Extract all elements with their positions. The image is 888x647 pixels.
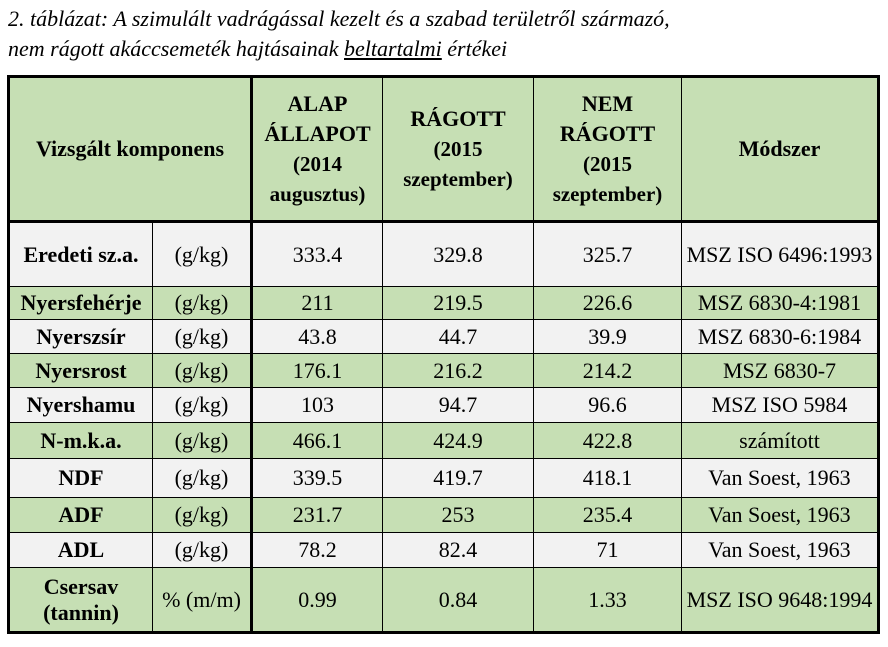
method-cell: MSZ 6830-6:1984: [681, 319, 879, 354]
table-row: Nyershamu (g/kg) 103 94.7 96.6 MSZ ISO 5984: [8, 387, 879, 423]
header-method: Módszer: [681, 76, 879, 222]
table-row: Csersav (tannin)% (m/m) 0.99 0.84 1.33 MSZ I…: [8, 567, 879, 633]
header-nem-ragott-line: szeptember): [552, 182, 663, 206]
nem-ragott-value: 418.1: [533, 458, 682, 498]
caption-line-2-start: nem rágott akáccsemeték hajtásainak: [8, 36, 345, 61]
method-cell: MSZ 6830-4:1981: [681, 286, 879, 320]
alap-value: 339.5: [250, 458, 383, 498]
ragott-value: 253: [382, 497, 534, 533]
alap-value: 176.1: [250, 353, 383, 388]
table-row: Nyersrost (g/kg) 176.1 216.2 214.2 MSZ 6830-7: [8, 353, 879, 388]
component-name: Eredeti sz.a.: [8, 220, 153, 287]
component-name: Nyerszsír: [8, 319, 153, 354]
unit-cell: (g/kg): [152, 220, 252, 287]
ragott-value: 216.2: [382, 353, 534, 388]
nem-ragott-value: 422.8: [533, 422, 682, 459]
header-alap-line: (2014: [293, 152, 342, 176]
alap-value: 43.8: [250, 319, 383, 354]
unit-cell: (g/kg): [152, 319, 252, 354]
header-alap-line: augusztus): [269, 182, 366, 206]
nem-ragott-value: 71: [533, 532, 682, 568]
nem-ragott-value: 325.7: [533, 220, 682, 287]
ragott-value: 419.7: [382, 458, 534, 498]
header-alap: ALAP ÁLLAPOT (2014 augusztus): [250, 76, 383, 222]
ragott-value: 219.5: [382, 286, 534, 320]
method-cell: számított: [681, 422, 879, 459]
unit-cell: (g/kg): [152, 532, 252, 568]
unit-cell: % (m/m): [152, 567, 252, 633]
table-row: ADF (g/kg) 231.7 253 235.4 Van Soest, 1963: [8, 497, 879, 533]
component-name: N-m.k.a.: [8, 422, 153, 459]
alap-value: 231.7: [250, 497, 383, 533]
ragott-value: 82.4: [382, 532, 534, 568]
nem-ragott-value: 226.6: [533, 286, 682, 320]
table-row: Eredeti sz.a. (g/kg) 333.4 329.8 325.7 MSZ IS…: [8, 220, 879, 287]
unit-cell: (g/kg): [152, 422, 252, 459]
ragott-value: 94.7: [382, 387, 534, 423]
header-ragott-line: (2015: [433, 137, 483, 161]
table-row: ADL (g/kg) 78.2 82.4 71 Van Soest, 1963: [8, 532, 879, 568]
header-nem-ragott-line: (2015: [583, 152, 632, 176]
table-row: Nyersfehérje (g/kg) 211 219.5 226.6 MSZ 6830-…: [8, 286, 879, 320]
caption-line-2-end: értékei: [441, 36, 508, 61]
ragott-value: 44.7: [382, 319, 534, 354]
component-name: Nyershamu: [8, 387, 153, 423]
header-ragott-line: szeptember): [403, 167, 513, 191]
method-cell: Van Soest, 1963: [681, 532, 879, 568]
nem-ragott-value: 214.2: [533, 353, 682, 388]
header-component: Vizsgált komponens: [8, 76, 252, 222]
component-name: ADF: [8, 497, 153, 533]
unit-cell: (g/kg): [152, 458, 252, 498]
table-row: Nyerszsír (g/kg) 43.8 44.7 39.9 MSZ 6830-6:19…: [8, 319, 879, 354]
table-body: Eredeti sz.a. (g/kg) 333.4 329.8 325.7 MSZ IS…: [8, 220, 879, 633]
header-alap-line: ALAP: [287, 91, 348, 116]
method-cell: MSZ 6830-7: [681, 353, 879, 388]
table-row: N-m.k.a. (g/kg) 466.1 424.9 422.8 számított: [8, 422, 879, 459]
table-caption: 2. táblázat: A szimulált vadrágással kez…: [8, 4, 884, 64]
header-ragott-line: RÁGOTT: [410, 106, 506, 131]
header-nem-ragott-line: RÁGOTT: [559, 121, 656, 146]
header-nem-ragott: NEM RÁGOTT (2015 szeptember): [533, 76, 682, 222]
component-name: Nyersfehérje: [8, 286, 153, 320]
table-row: NDF (g/kg) 339.5 419.7 418.1 Van Soest, 1963: [8, 458, 879, 498]
component-name: Csersav (tannin): [8, 567, 153, 633]
nem-ragott-value: 96.6: [533, 387, 682, 423]
header-row: Vizsgált komponens ALAP ÁLLAPOT (2014 au…: [8, 76, 879, 222]
nutrient-table: Vizsgált komponens ALAP ÁLLAPOT (2014 au…: [7, 75, 880, 634]
header-nem-ragott-line: NEM: [581, 91, 634, 116]
component-name: ADL: [8, 532, 153, 568]
alap-value: 211: [250, 286, 383, 320]
ragott-value: 0.84: [382, 567, 534, 633]
method-cell: Van Soest, 1963: [681, 497, 879, 533]
alap-value: 333.4: [250, 220, 383, 287]
header-ragott: RÁGOTT (2015 szeptember): [382, 76, 534, 222]
unit-cell: (g/kg): [152, 353, 252, 388]
nem-ragott-value: 1.33: [533, 567, 682, 633]
alap-value: 103: [250, 387, 383, 423]
caption-line-1: 2. táblázat: A szimulált vadrágással kez…: [8, 6, 670, 31]
alap-value: 0.99: [250, 567, 383, 633]
unit-cell: (g/kg): [152, 497, 252, 533]
caption-underlined-word: beltartalmi: [344, 36, 442, 61]
method-cell: MSZ ISO 9648:1994: [681, 567, 879, 633]
method-cell: MSZ ISO 5984: [681, 387, 879, 423]
caption-line-2: nem rágott akáccsemeték hajtásainak belt…: [8, 34, 884, 64]
header-alap-line: ÁLLAPOT: [264, 121, 371, 146]
nem-ragott-value: 235.4: [533, 497, 682, 533]
ragott-value: 424.9: [382, 422, 534, 459]
method-cell: MSZ ISO 6496:1993: [681, 220, 879, 287]
alap-value: 466.1: [250, 422, 383, 459]
component-name: NDF: [8, 458, 153, 498]
unit-cell: (g/kg): [152, 387, 252, 423]
method-cell: Van Soest, 1963: [681, 458, 879, 498]
component-name: Nyersrost: [8, 353, 153, 388]
nem-ragott-value: 39.9: [533, 319, 682, 354]
alap-value: 78.2: [250, 532, 383, 568]
ragott-value: 329.8: [382, 220, 534, 287]
unit-cell: (g/kg): [152, 286, 252, 320]
